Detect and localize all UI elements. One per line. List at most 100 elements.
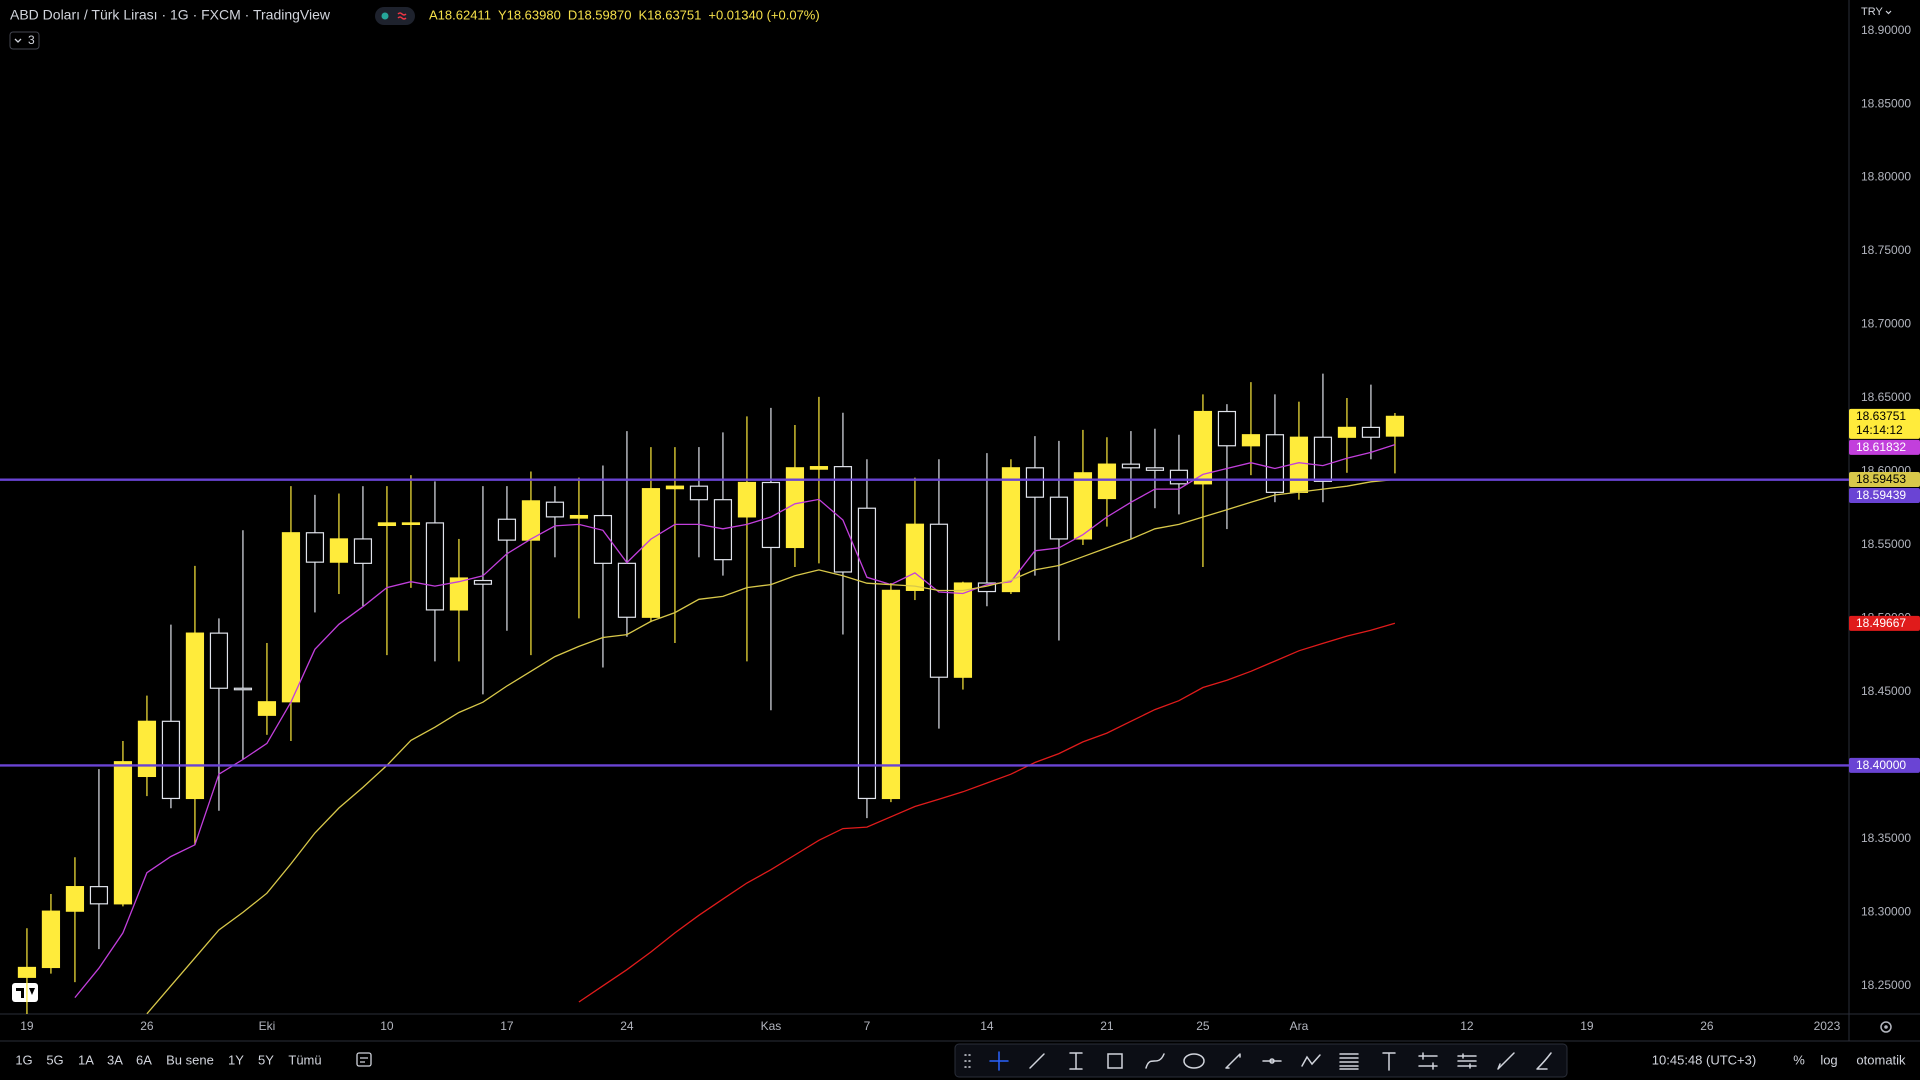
- drawing-tool-icon[interactable]: [1497, 1052, 1515, 1070]
- candle-body: [1193, 410, 1213, 485]
- y-tick-label: 18.75000: [1861, 243, 1911, 257]
- drawing-tool-icon[interactable]: [1301, 1054, 1321, 1067]
- ohlc-value: 18.63751: [647, 7, 701, 22]
- bar-countdown: 14:14:12: [1856, 423, 1903, 437]
- drawing-tool-icon[interactable]: [989, 1051, 1009, 1071]
- candle-body: [1169, 469, 1189, 485]
- x-tick-label: 26: [140, 1019, 154, 1033]
- x-tick-label: 19: [1580, 1019, 1594, 1033]
- range-button[interactable]: 6A: [136, 1052, 152, 1067]
- y-tick-label: 18.35000: [1861, 831, 1911, 845]
- candle-body: [185, 632, 205, 800]
- currency-label[interactable]: TRY: [1861, 6, 1883, 18]
- range-button[interactable]: 1G: [15, 1052, 32, 1067]
- price-badge: [1849, 615, 1920, 631]
- candle-body: [329, 538, 349, 563]
- y-tick-label: 18.45000: [1861, 684, 1911, 698]
- indicator-count[interactable]: 3: [28, 33, 35, 47]
- candle-body: [113, 761, 133, 905]
- candle-body: [881, 589, 901, 800]
- x-tick-label: 14: [980, 1019, 994, 1033]
- candle-body: [1025, 467, 1045, 498]
- y-tick-label: 18.80000: [1861, 170, 1911, 184]
- drawing-tool-icon[interactable]: [1107, 1053, 1123, 1069]
- scale-option[interactable]: log: [1820, 1052, 1837, 1067]
- ohlc-key: D: [568, 7, 577, 22]
- candle-body: [857, 507, 877, 800]
- price-badge: [1849, 757, 1920, 773]
- y-tick-label: 18.85000: [1861, 96, 1911, 110]
- range-button[interactable]: Tümü: [288, 1052, 321, 1067]
- candle-body: [785, 467, 805, 549]
- clock[interactable]: 10:45:48 (UTC+3): [1652, 1052, 1756, 1067]
- candle-body: [809, 466, 829, 470]
- drawing-tool-icon[interactable]: [1145, 1053, 1165, 1069]
- indicators-toggle[interactable]: [9, 31, 40, 50]
- price-badge: [1849, 408, 1920, 439]
- drawing-tool-icon[interactable]: [1262, 1058, 1282, 1064]
- candle-body: [425, 522, 445, 611]
- drawing-tool-icon[interactable]: [1418, 1052, 1438, 1070]
- candle-body: [305, 532, 325, 563]
- range-button[interactable]: 5Y: [258, 1052, 274, 1067]
- candle-body: [761, 481, 781, 549]
- compare-icon[interactable]: [356, 1052, 372, 1067]
- candle-body: [521, 500, 541, 541]
- drawing-tool-icon[interactable]: [1457, 1053, 1477, 1069]
- candle-body: [641, 488, 661, 618]
- candle-body: [233, 687, 253, 691]
- x-tick-label: Eki: [259, 1019, 276, 1033]
- drawing-tool-icon[interactable]: [1069, 1052, 1083, 1070]
- candle-body: [737, 481, 757, 518]
- range-button[interactable]: 1Y: [228, 1052, 244, 1067]
- candle-body: [353, 538, 373, 564]
- candle-body: [1001, 467, 1021, 593]
- range-button[interactable]: Bu sene: [166, 1052, 214, 1067]
- y-tick-label: 18.55000: [1861, 537, 1911, 551]
- settings-gear[interactable]: [1880, 1021, 1892, 1033]
- drawing-tool-icon[interactable]: [1029, 1053, 1045, 1069]
- drawing-tool-icon[interactable]: [1225, 1053, 1241, 1069]
- price-badge-label: 18.63751: [1856, 409, 1906, 423]
- scale-option[interactable]: otomatik: [1856, 1052, 1906, 1067]
- candle-body: [473, 579, 493, 585]
- candle-body: [449, 577, 469, 611]
- candle-body: [281, 532, 301, 703]
- candle-body: [713, 499, 733, 561]
- chevron-icon: [1885, 10, 1892, 15]
- candle-body: [497, 518, 517, 541]
- chevron-icon: [14, 38, 22, 43]
- drawing-tool-icon[interactable]: [1339, 1053, 1359, 1070]
- candle-body: [569, 514, 589, 519]
- drawing-tool-icon[interactable]: [1536, 1052, 1552, 1070]
- y-tick-label: 18.30000: [1861, 905, 1911, 919]
- candle-body: [1361, 426, 1381, 438]
- y-tick-label: 18.65000: [1861, 390, 1911, 404]
- x-tick-label: 10: [380, 1019, 394, 1033]
- price-badge-label: 18.59439: [1856, 488, 1906, 502]
- range-button[interactable]: 1A: [78, 1052, 94, 1067]
- scale-option[interactable]: %: [1793, 1052, 1805, 1067]
- range-button[interactable]: 3A: [107, 1052, 123, 1067]
- x-tick-label: 21: [1100, 1019, 1114, 1033]
- x-tick-label: 24: [620, 1019, 634, 1033]
- range-button[interactable]: 5G: [46, 1052, 63, 1067]
- price-badge-label: 18.61832: [1856, 440, 1906, 454]
- x-tick-label: Ara: [1290, 1019, 1309, 1033]
- drawing-tool-icon[interactable]: [1183, 1053, 1205, 1069]
- moving-average: [578, 622, 1396, 1003]
- candle-body: [161, 720, 181, 800]
- x-tick-label: 7: [864, 1019, 871, 1033]
- drawing-tool-icon[interactable]: [1382, 1052, 1396, 1071]
- candle-body: [1313, 436, 1333, 482]
- tv-logo: [12, 983, 38, 1002]
- symbol-title: ABD Doları / Türk Lirası · 1G · FXCM · T…: [10, 7, 331, 23]
- y-tick-label: 18.90000: [1861, 23, 1911, 37]
- candle-body: [137, 720, 157, 778]
- moving-average: [74, 443, 1396, 999]
- candle-body: [377, 522, 397, 527]
- candle-body: [1049, 496, 1069, 540]
- price-badge: [1849, 472, 1920, 488]
- x-tick-label: 17: [500, 1019, 514, 1033]
